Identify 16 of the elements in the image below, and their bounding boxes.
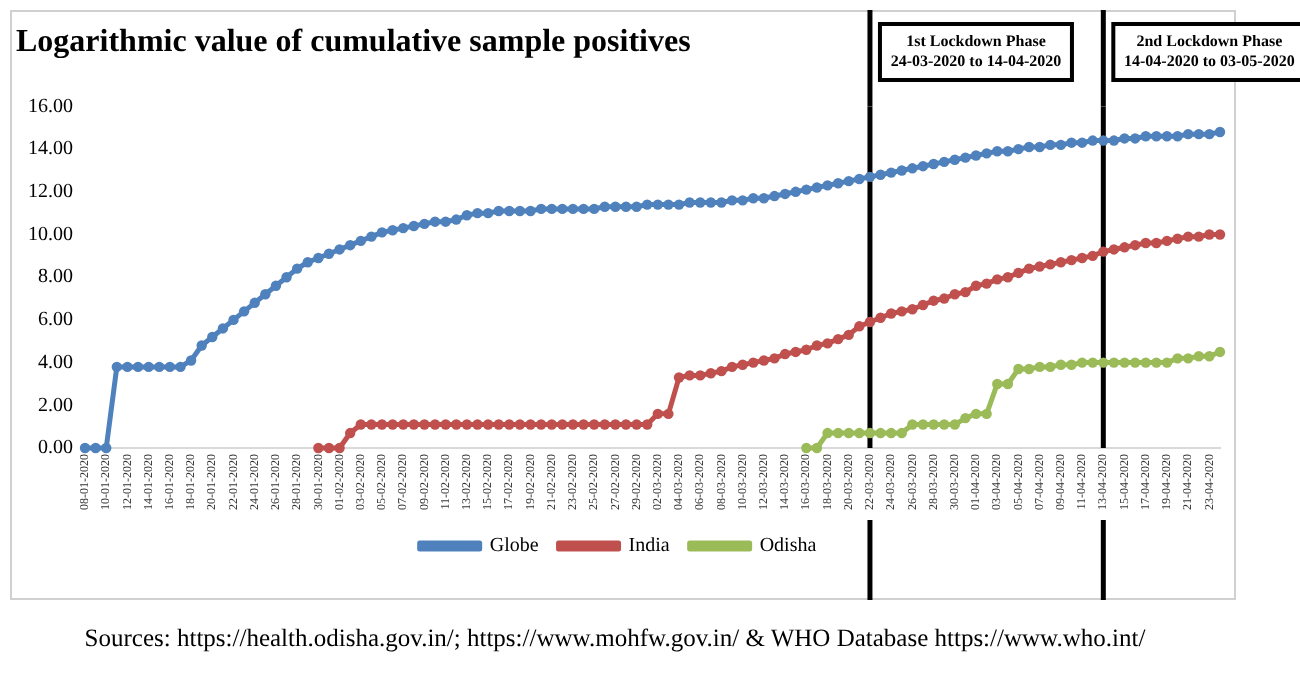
chart-title: Logarithmic value of cumulative sample positives [16, 25, 691, 60]
source-note: Sources: https://health.odisha.gov.in/; https://www.mohfw.gov.in/ & WHO Database https://www.who.int/ [82, 624, 1148, 654]
y-tick-label: 2.00 [38, 394, 73, 417]
y-tick-label: 0.00 [38, 437, 73, 460]
y-tick-label: 6.00 [38, 309, 73, 332]
legend-label: Globe [489, 535, 540, 558]
y-tick-label: 10.00 [28, 223, 73, 246]
ref-line-label: 1st Lockdown Phase 24-03-2020 to 14-04-2020 [890, 32, 1062, 71]
legend-label: India [628, 535, 671, 558]
y-tick-label: 16.00 [28, 95, 73, 118]
y-tick-label: 14.00 [28, 138, 73, 161]
y-tick-label: 4.00 [38, 351, 73, 374]
y-tick-label: 8.00 [38, 266, 73, 289]
ref-line-label: 2nd Lockdown Phase 14-04-2020 to 03-05-2020 [1123, 32, 1295, 71]
legend-label: Odisha [759, 535, 818, 558]
y-tick-label: 12.00 [28, 181, 73, 204]
